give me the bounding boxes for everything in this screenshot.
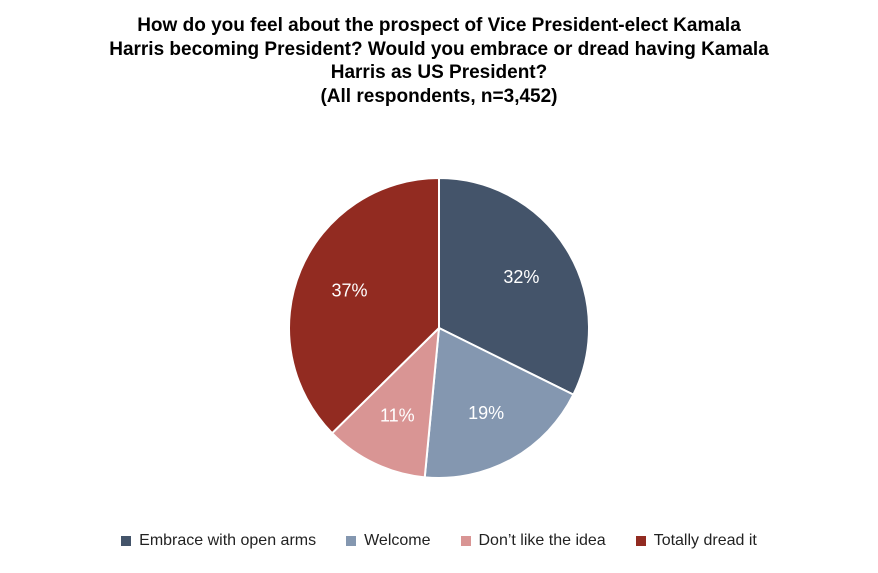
chart-title-line-3: Harris as US President? [330,62,548,83]
legend-label-welcome: Welcome [364,532,431,549]
legend-item-embrace: Embrace with open arms [121,532,316,550]
pie-slice-welcome [423,327,575,479]
pie-slice-embrace [438,177,590,396]
legend-item-dont-like: Don’t like the idea [460,532,606,550]
pie-slice-dread [288,177,440,435]
data-label-welcome: 19% [468,403,504,423]
legend-label-dread: Totally dread it [653,532,757,549]
data-label-embrace: 32% [503,267,539,287]
legend-swatch-embrace [121,536,132,546]
chart-title-line-2: Harris becoming President? Would you emb… [109,38,769,60]
legend-swatch-welcome [346,536,357,546]
pie-slice-dont-like [331,327,440,479]
pie-data-labels: 32% 19% 11% 37% [332,267,540,426]
legend-item-dread: Totally dread it [635,532,757,550]
chart-legend: Embrace with open arms Welcome Don’t lik… [0,532,878,550]
legend-label-embrace: Embrace with open arms [139,532,317,549]
data-label-dont-like: 11% [380,406,415,426]
chart-title-line-4: (All respondents, n=3,452) [320,85,558,107]
legend-swatch-dont-like [460,536,471,546]
chart-title-line-1: How do you feel about the prospect of Vi… [137,15,741,36]
legend-swatch-dread [635,536,646,546]
legend-label-dont-like: Don’t like the idea [478,532,606,549]
pie-slices [288,177,590,479]
legend-item-welcome: Welcome [346,532,431,550]
chart-title: How do you feel about the prospect of Vi… [0,14,878,108]
data-label-dread: 37% [332,281,368,301]
